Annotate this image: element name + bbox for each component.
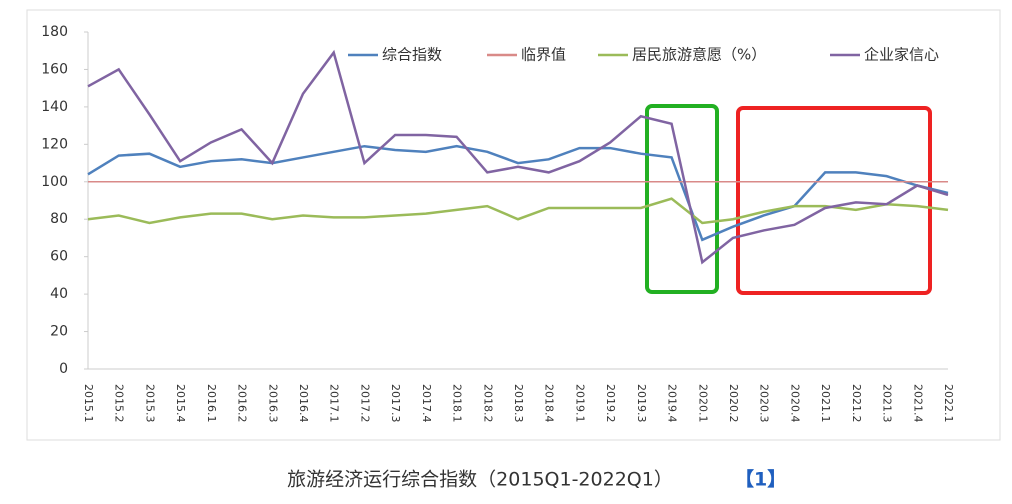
x-tick-label: 2018.3: [512, 384, 525, 423]
x-tick-label: 2019.3: [635, 384, 648, 423]
x-tick-label: 2017.4: [420, 384, 433, 423]
x-tick-label: 2021.2: [850, 384, 863, 423]
x-tick-label: 2015.4: [174, 384, 187, 423]
legend-label: 临界值: [521, 46, 566, 64]
x-tick-label: 2019.4: [666, 384, 679, 423]
series-line: [87, 49, 949, 265]
y-tick-label: 40: [50, 286, 68, 302]
title-note: 【1】: [735, 468, 786, 491]
x-tick-label: 2015.2: [113, 384, 126, 423]
x-tick-label: 2016.4: [297, 384, 310, 423]
x-tick-label: 2016.3: [266, 384, 279, 423]
legend-label: 居民旅游意愿（%）: [632, 46, 766, 64]
y-tick-label: 60: [50, 249, 68, 265]
x-tick-label: 2018.4: [543, 384, 556, 423]
y-tick-label: 140: [41, 99, 68, 115]
legend-label: 企业家信心: [864, 46, 939, 64]
x-tick-label: 2020.1: [696, 384, 709, 423]
x-tick-label: 2020.2: [727, 384, 740, 423]
x-tick-label: 2020.4: [788, 384, 801, 423]
x-tick-label: 2015.3: [143, 384, 156, 423]
series-line: [87, 144, 949, 242]
x-tick-label: 2017.3: [389, 384, 402, 423]
x-tick-label: 2021.1: [819, 384, 832, 423]
x-tick-label: 2018.2: [481, 384, 494, 423]
y-tick-label: 20: [50, 324, 68, 340]
x-tick-label: 2017.1: [328, 384, 341, 423]
y-tick-label: 120: [41, 136, 68, 152]
series-line: [87, 197, 949, 225]
y-tick-label: 160: [41, 61, 68, 77]
y-tick-label: 180: [41, 24, 68, 40]
y-tick-label: 80: [50, 211, 68, 227]
highlight-box: [645, 104, 719, 294]
legend-label: 综合指数: [382, 46, 442, 64]
x-tick-label: 2018.1: [451, 384, 464, 423]
y-tick-label: 100: [41, 174, 68, 190]
x-tick-label: 2019.1: [573, 384, 586, 423]
x-tick-label: 2020.3: [758, 384, 771, 423]
x-tick-label: 2022.1: [942, 384, 955, 423]
x-tick-label: 2015.1: [82, 384, 95, 423]
x-tick-label: 2019.2: [604, 384, 617, 423]
x-tick-label: 2021.4: [911, 384, 924, 423]
chart-title: 旅游经济运行综合指数（2015Q1-2022Q1）: [287, 469, 673, 491]
y-tick-label: 0: [59, 361, 68, 377]
x-tick-label: 2016.2: [236, 384, 249, 423]
highlight-box: [736, 106, 932, 295]
chart-frame: [26, 9, 1001, 441]
x-tick-label: 2021.3: [881, 384, 894, 423]
x-tick-label: 2017.2: [358, 384, 371, 423]
caption: 旅游经济运行综合指数（2015Q1-2022Q1） 【1】: [287, 468, 786, 491]
x-tick-label: 2016.1: [205, 384, 218, 423]
